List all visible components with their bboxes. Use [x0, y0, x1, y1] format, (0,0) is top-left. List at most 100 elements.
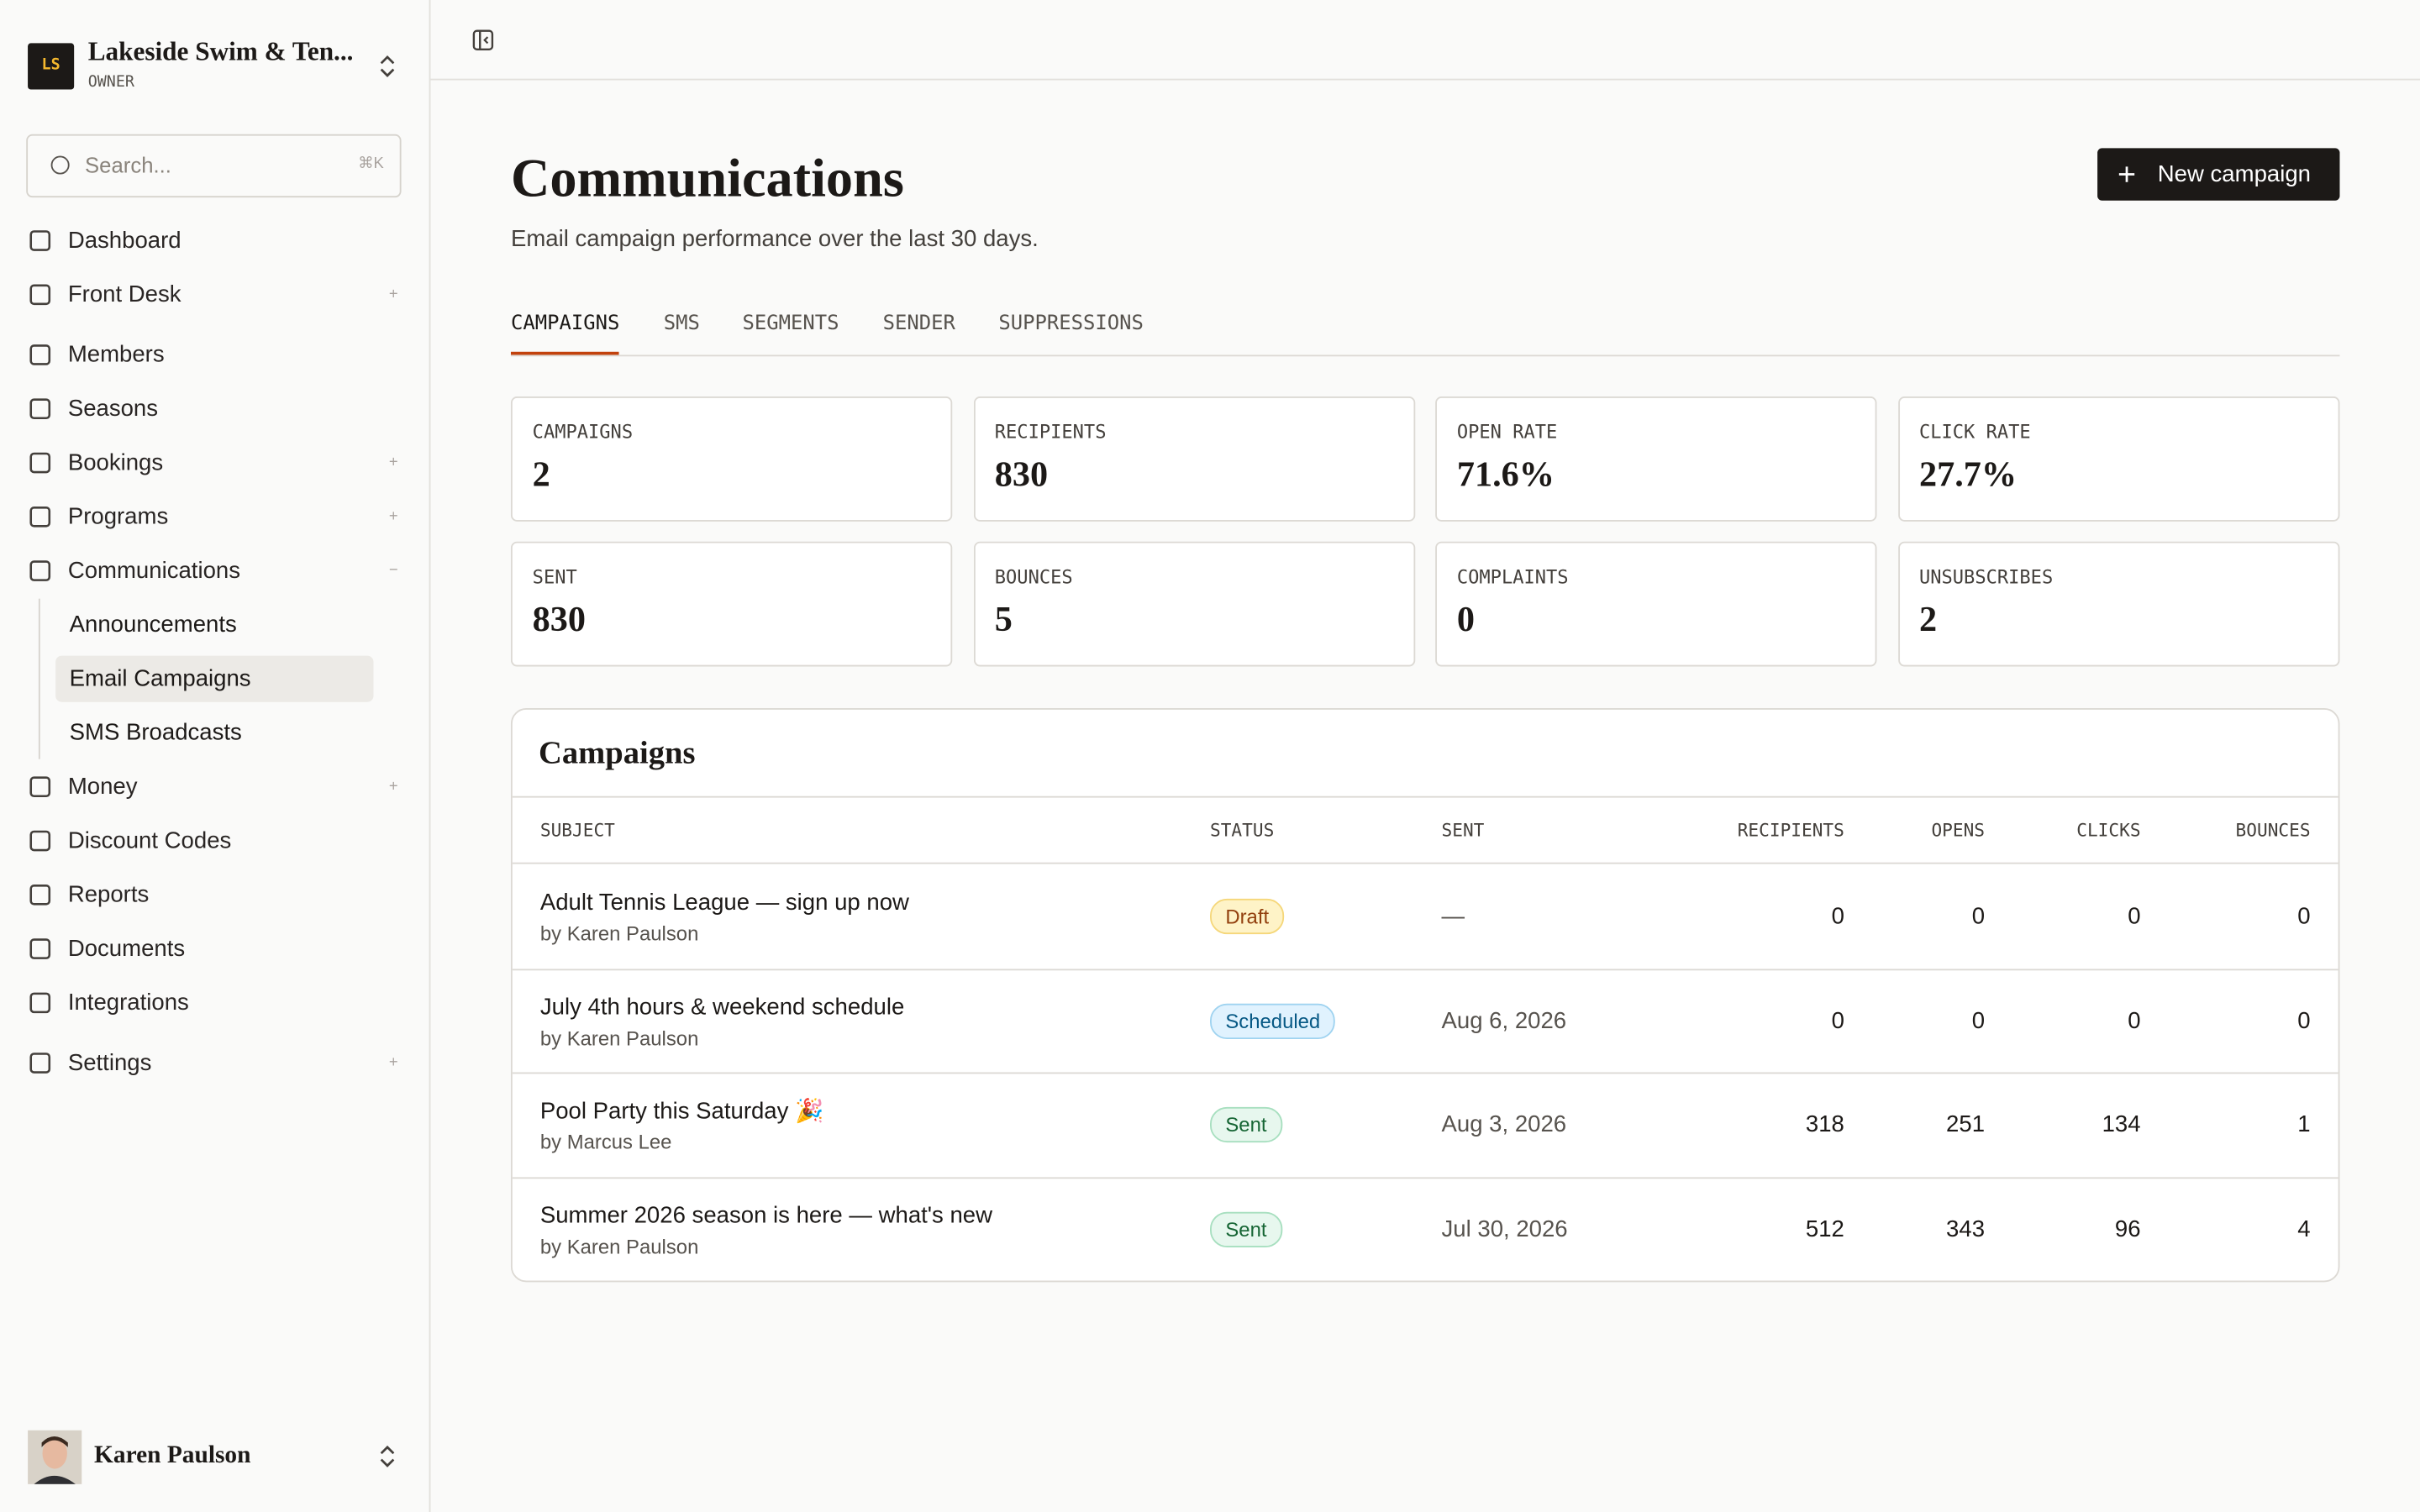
- column-header: OPENS: [1931, 819, 1986, 842]
- org-switcher[interactable]: [378, 54, 397, 78]
- nav-item[interactable]: Dashboard: [67, 227, 182, 255]
- search-placeholder: Search...: [85, 152, 171, 178]
- nav-subitem[interactable]: Email Campaigns: [69, 665, 251, 692]
- stat-value: 2: [1918, 600, 1938, 639]
- user-name: Karen Paulson: [94, 1442, 251, 1469]
- stat-value: 830: [994, 454, 1049, 494]
- nav-item[interactable]: Settings: [67, 1049, 152, 1077]
- table-head-border: [512, 795, 2338, 798]
- page-subtitle: Email campaign performance over the last…: [510, 226, 1039, 253]
- nav-toggle[interactable]: +: [388, 778, 398, 795]
- table-card: [510, 708, 2340, 1283]
- stat-value: 0: [1456, 600, 1475, 639]
- clicks: 0: [2128, 1007, 2141, 1034]
- opens: 343: [1946, 1215, 1986, 1242]
- stat-value: 830: [532, 600, 587, 639]
- nav-icon: [29, 284, 51, 306]
- stat-card: [1435, 396, 1877, 522]
- row-border: [512, 1072, 2338, 1074]
- nav-toggle[interactable]: −: [388, 562, 398, 580]
- stat-card: [1897, 396, 2339, 522]
- nav-icon: [29, 398, 51, 420]
- author: by Karen Paulson: [539, 1234, 699, 1257]
- recipients: 0: [1831, 903, 1844, 930]
- nav-item[interactable]: Money: [67, 774, 138, 801]
- tab[interactable]: CAMPAIGNS: [510, 312, 620, 336]
- recipients: 318: [1805, 1111, 1844, 1138]
- tabs-border: [510, 354, 2340, 357]
- nav-item[interactable]: Documents: [67, 935, 186, 963]
- topbar-border: [430, 78, 2420, 81]
- subject[interactable]: Summer 2026 season is here — what's new: [539, 1201, 993, 1229]
- nav-item[interactable]: Seasons: [67, 396, 159, 423]
- sent-date: Aug 3, 2026: [1441, 1111, 1567, 1138]
- plus-icon: [2118, 166, 2135, 182]
- clicks: 134: [2102, 1111, 2141, 1138]
- opens: 0: [1971, 1007, 1986, 1034]
- stat-label: CLICK RATE: [1918, 421, 2031, 444]
- nav-toggle[interactable]: +: [388, 454, 398, 472]
- org-role: OWNER: [87, 74, 134, 92]
- stat-card: [1435, 541, 1877, 667]
- nav-icon: [29, 1053, 51, 1074]
- stat-label: RECIPIENTS: [994, 421, 1107, 444]
- search-box[interactable]: [26, 134, 402, 198]
- button-label[interactable]: New campaign: [2157, 160, 2311, 188]
- stat-label: CAMPAIGNS: [532, 421, 634, 444]
- nav-icon: [29, 992, 51, 1014]
- nav-icon: [29, 506, 51, 528]
- stat-label: BOUNCES: [994, 566, 1073, 588]
- bounces: 1: [2297, 1111, 2311, 1138]
- nav-icon: [29, 344, 51, 365]
- nav-item[interactable]: Communications: [67, 557, 241, 585]
- new-campaign-button[interactable]: [2097, 148, 2340, 201]
- tab[interactable]: SEGMENTS: [742, 312, 839, 336]
- nav-item[interactable]: Programs: [67, 503, 169, 530]
- recipients: 0: [1831, 1007, 1844, 1034]
- nav-subitem[interactable]: Announcements: [69, 612, 237, 638]
- stat-card: [510, 396, 953, 522]
- tab-underline: [510, 351, 619, 355]
- nav-item[interactable]: Discount Codes: [67, 827, 232, 854]
- stat-card: [1897, 541, 2339, 667]
- nav-item[interactable]: Reports: [67, 881, 150, 908]
- nav-active-bg: [55, 655, 374, 702]
- nav-icon: [29, 830, 51, 852]
- tab[interactable]: SMS: [663, 312, 700, 336]
- status-badge: Sent: [1209, 1210, 1282, 1247]
- subject[interactable]: Pool Party this Saturday 🎉: [539, 1098, 824, 1125]
- clicks: 0: [2128, 903, 2141, 930]
- subject[interactable]: July 4th hours & weekend schedule: [539, 993, 905, 1021]
- tab[interactable]: SUPPRESSIONS: [998, 312, 1144, 336]
- sidebar-toggle[interactable]: [472, 29, 494, 51]
- nav-item[interactable]: Members: [67, 341, 165, 369]
- nav-toggle[interactable]: +: [388, 1054, 398, 1072]
- nav-icon: [29, 560, 51, 581]
- status-badge: Draft: [1209, 898, 1285, 935]
- user-switcher[interactable]: [378, 1444, 397, 1468]
- opens: 251: [1946, 1111, 1986, 1138]
- org-logo: LS: [28, 43, 75, 90]
- stat-card: [510, 541, 953, 667]
- stat-value: 2: [532, 454, 550, 494]
- search-shortcut: ⌘K: [358, 155, 384, 173]
- nav-toggle[interactable]: +: [388, 286, 398, 303]
- nav-item[interactable]: Integrations: [67, 990, 189, 1016]
- author: by Karen Paulson: [539, 1026, 699, 1049]
- column-header: SUBJECT: [539, 819, 615, 842]
- stat-label: OPEN RATE: [1456, 421, 1558, 444]
- column-header: SENT: [1441, 819, 1485, 842]
- nav-subitem[interactable]: SMS Broadcasts: [69, 719, 242, 747]
- tab[interactable]: SENDER: [882, 312, 955, 336]
- nav-item[interactable]: Bookings: [67, 449, 164, 476]
- author: by Karen Paulson: [539, 921, 699, 945]
- stat-label: UNSUBSCRIBES: [1918, 566, 2054, 588]
- sent-date: —: [1441, 903, 1465, 930]
- author: by Marcus Lee: [539, 1130, 672, 1153]
- subject[interactable]: Adult Tennis League — sign up now: [539, 889, 909, 916]
- nav-item[interactable]: Front Desk: [67, 281, 182, 308]
- column-header: BOUNCES: [2235, 819, 2311, 842]
- nav-toggle[interactable]: +: [388, 508, 398, 526]
- nav-icon: [29, 776, 51, 798]
- sent-date: Aug 6, 2026: [1441, 1007, 1567, 1034]
